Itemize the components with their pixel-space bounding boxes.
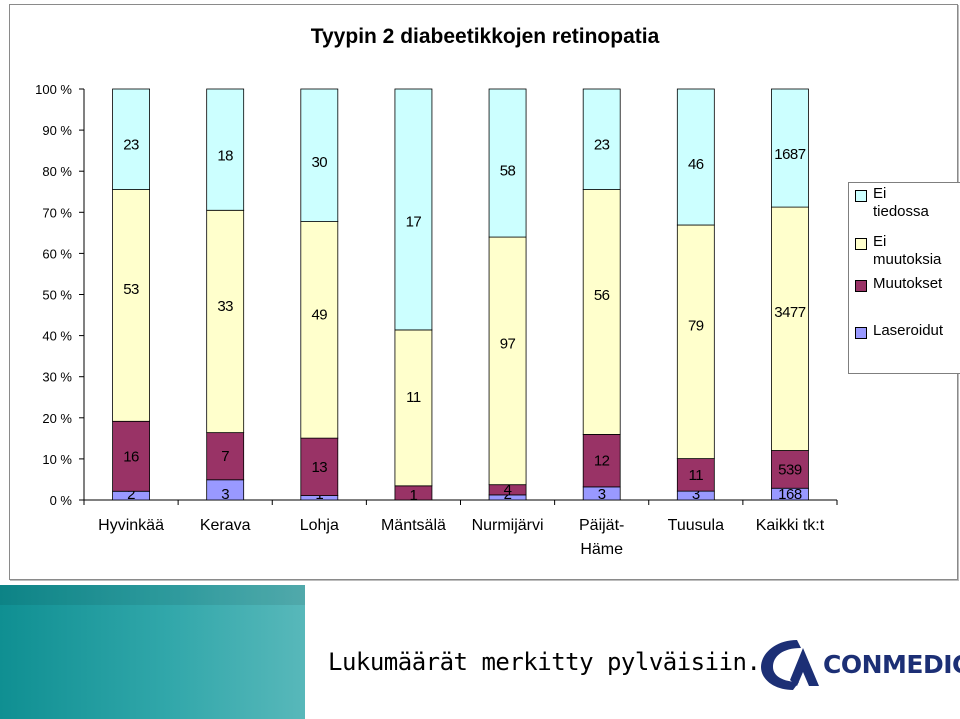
bar-segment: [394, 88, 433, 331]
category-label: Tuusula: [668, 517, 724, 534]
legend-label-line: Laseroidut: [873, 322, 944, 339]
bar-segment: [771, 450, 809, 489]
category-label: Kerava: [200, 517, 251, 534]
data-label: 23: [594, 136, 610, 153]
decorative-band-shade: [0, 585, 305, 605]
category-label: Kaikki tk:t: [756, 517, 825, 534]
data-label: 11: [406, 389, 421, 406]
chart-plot: 0 % 10 % 20 % 30 % 40 % 50 % 60 % 70 % 80 % 90 % 1…: [35, 82, 838, 558]
data-label: 11: [689, 467, 704, 484]
legend-label-line: Muutokset: [873, 275, 943, 292]
decorative-band: [0, 585, 305, 719]
data-label: 56: [594, 287, 610, 304]
bar-segment: [582, 189, 621, 435]
data-label: 46: [688, 156, 704, 173]
data-label: 4: [504, 482, 512, 499]
bar-segment: [206, 88, 245, 211]
conmedic-logo: CONMEDIC: [757, 634, 960, 694]
data-label: 53: [123, 281, 139, 298]
category-label: Lohja: [300, 517, 339, 534]
data-label: 49: [311, 307, 327, 324]
y-tick-label: 100 %: [35, 82, 72, 97]
bar-segment: [771, 88, 809, 208]
data-label: 58: [500, 162, 516, 179]
logo-text: CONMEDIC: [823, 650, 960, 679]
legend-label: Ei tiedossa: [873, 185, 960, 221]
legend-swatch: [855, 238, 867, 250]
data-label: 23: [123, 136, 139, 153]
data-label: 3: [692, 486, 700, 503]
data-label: 18: [217, 148, 233, 165]
y-tick-label: 20 %: [42, 411, 72, 426]
data-label: 12: [594, 453, 610, 470]
category-label: Häme: [580, 541, 623, 558]
legend-label: Muutokset: [873, 275, 960, 293]
y-tick-label: 70 %: [42, 205, 72, 220]
legend-swatch: [855, 190, 867, 202]
chart-frame: Tyypin 2 diabeetikkojen retinopatia 0 % 1…: [9, 4, 960, 580]
bar-segment: [112, 88, 150, 190]
conmedic-logo-mark: [761, 640, 819, 690]
legend-swatch: [855, 280, 867, 292]
data-label: 3: [598, 486, 606, 503]
legend-label: Laseroidut: [873, 322, 960, 340]
legend-label-line: Ei: [873, 233, 887, 250]
category-label: Hyvinkää: [98, 517, 164, 534]
y-tick-label: 0 %: [50, 493, 73, 508]
y-tick-label: 10 %: [42, 452, 72, 467]
data-label: 1687: [774, 146, 806, 163]
y-tick-label: 40 %: [42, 329, 72, 344]
data-label: 79: [688, 317, 704, 334]
chart-title: Tyypin 2 diabeetikkojen retinopatia: [310, 25, 660, 48]
bar-segment: [394, 329, 433, 487]
data-label: 7: [221, 448, 229, 465]
data-label: 16: [123, 448, 139, 465]
category-label: Päijät-: [579, 517, 624, 534]
category-label: Mäntsälä: [381, 517, 446, 534]
data-label: 1: [410, 487, 418, 504]
data-label: 2: [127, 486, 135, 503]
y-tick-label: 50 %: [42, 288, 72, 303]
bar-segment: [582, 434, 621, 488]
bar-segment: [488, 88, 527, 238]
y-tick-label: 90 %: [42, 123, 72, 138]
bar-segment: [676, 458, 715, 492]
footer-note: Lukumäärät merkitty pylväisiin.: [328, 648, 761, 676]
bar-segment: [300, 221, 339, 439]
bar-segment: [300, 88, 339, 222]
y-tick-label: 80 %: [42, 164, 72, 179]
bar-segment: [112, 189, 150, 422]
y-tick-label: 60 %: [42, 246, 72, 261]
legend-swatch: [855, 327, 867, 339]
data-label: 17: [406, 214, 422, 231]
data-label: 168: [778, 486, 802, 503]
data-label: 13: [311, 459, 327, 476]
legend-label-line: muutoksia: [873, 251, 942, 268]
data-label: 3477: [774, 304, 806, 321]
legend-label-line: tiedossa: [873, 203, 929, 220]
bar-segment: [771, 206, 809, 451]
category-label: Nurmijärvi: [472, 517, 544, 534]
bar-segment: [300, 437, 339, 496]
chart-legend: Ei tiedossa Ei muutoksia Muutokset Laseroidut: [848, 182, 960, 374]
bar-segment: [206, 432, 245, 481]
bar-segment: [488, 236, 527, 486]
data-label: 30: [311, 154, 327, 171]
bar-segment: [582, 88, 621, 190]
bar-segment: [676, 224, 715, 460]
legend-label: Ei muutoksia: [873, 233, 960, 269]
data-label: 539: [778, 461, 802, 478]
bar-segment: [676, 88, 715, 226]
y-tick-label: 30 %: [42, 370, 72, 385]
data-label: 33: [217, 298, 233, 315]
data-label: 3: [221, 486, 229, 503]
bar-segment: [206, 209, 245, 434]
legend-label-line: Ei: [873, 185, 887, 202]
data-label: 97: [500, 336, 516, 353]
bar-segment: [112, 420, 150, 492]
